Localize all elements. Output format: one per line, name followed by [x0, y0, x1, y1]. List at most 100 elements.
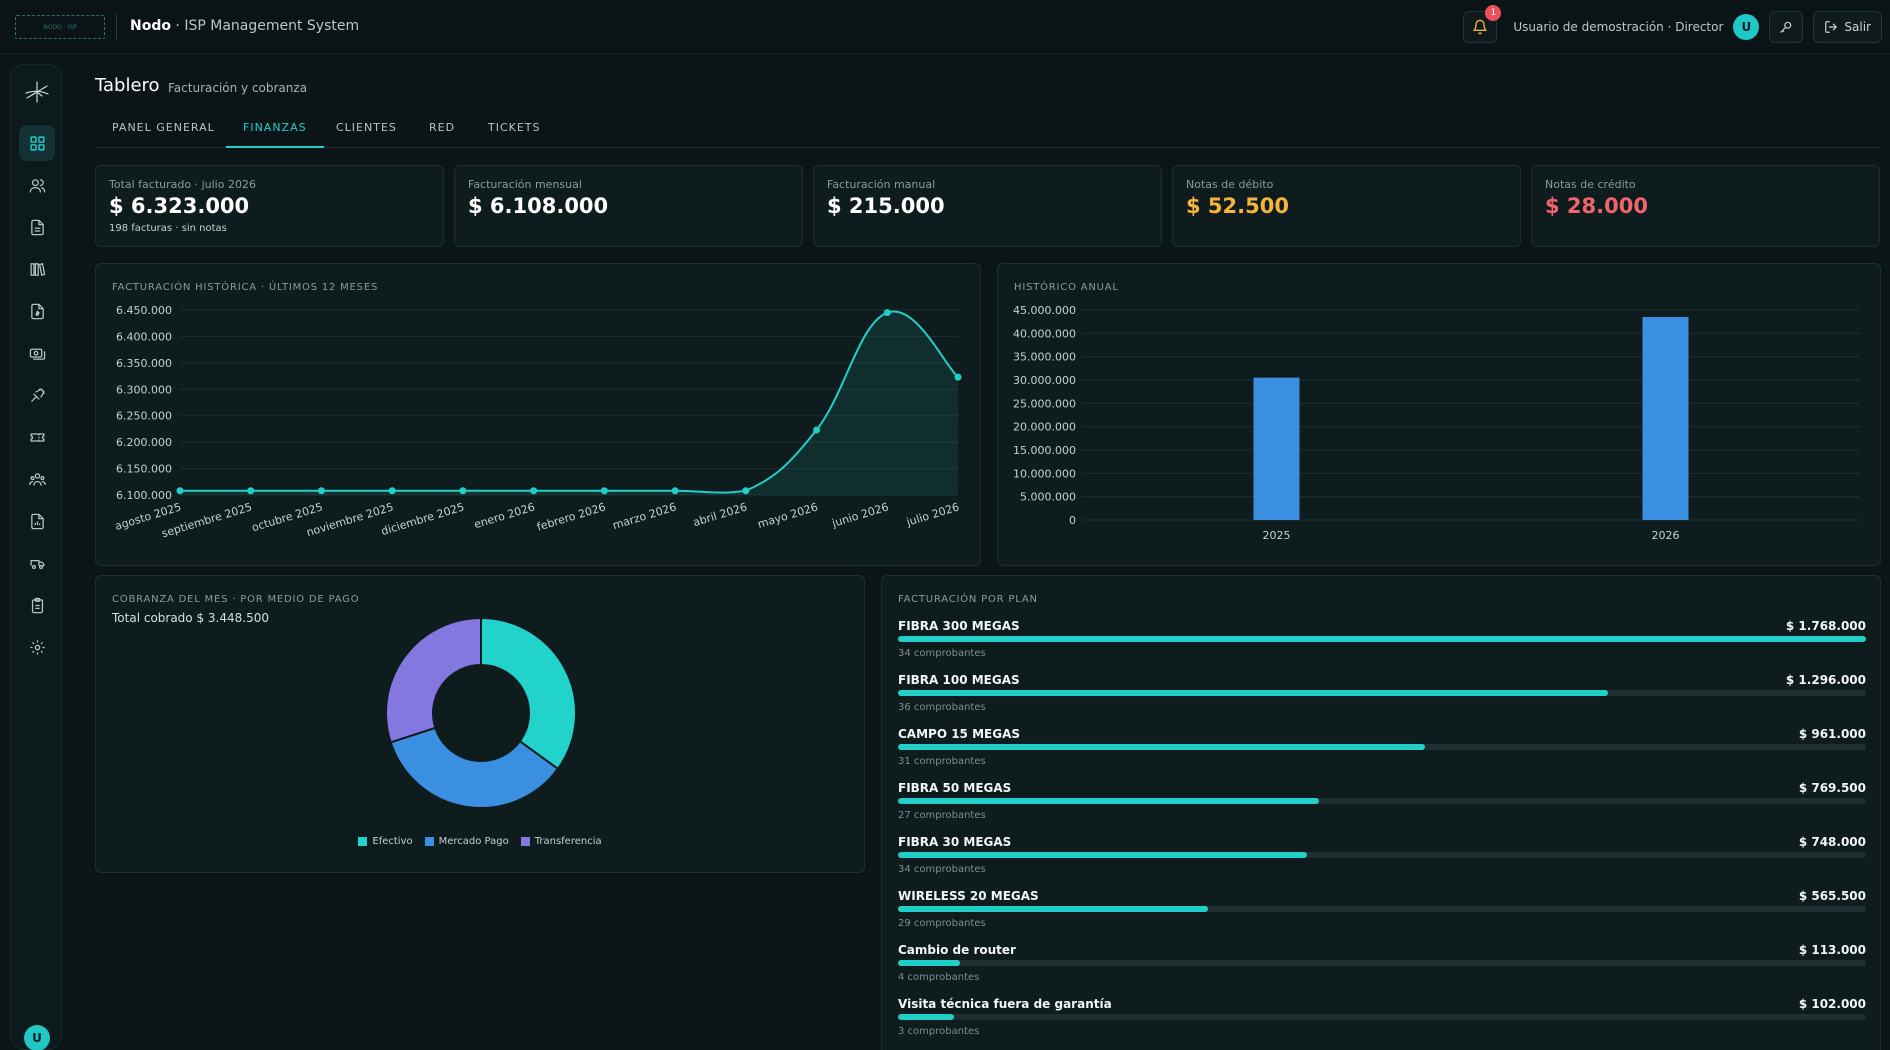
plan-name: FIBRA 50 MEGAS: [898, 781, 1012, 795]
sidebar-item-invoices[interactable]: [19, 293, 55, 329]
sidebar-item-documents[interactable]: [19, 209, 55, 245]
sidebar-item-reports[interactable]: [19, 503, 55, 539]
x-tick-label: abril 2026: [691, 500, 748, 529]
x-tick-label: febrero 2026: [535, 500, 607, 533]
donut-slice: [385, 616, 482, 744]
plan-name: FIBRA 300 MEGAS: [898, 619, 1020, 633]
truck-icon: [29, 559, 45, 569]
plan-count: 4 comprobantes: [898, 972, 980, 983]
plan-name: Cambio de router: [898, 943, 1016, 957]
y-tick-label: 25.000.000: [1013, 397, 1076, 410]
logout-icon: [1825, 21, 1838, 33]
data-point: [459, 487, 467, 495]
y-tick-label: 6.350.000: [116, 357, 172, 370]
ticket-icon: [29, 432, 45, 442]
invoice-icon: [30, 303, 44, 319]
plan-name: CAMPO 15 MEGAS: [898, 727, 1021, 741]
data-point: [530, 487, 538, 495]
line-area-fill: [180, 311, 958, 495]
panel-title: COBRANZA DEL MES · POR MEDIO DE PAGO: [112, 594, 360, 605]
tab-red[interactable]: RED: [429, 121, 456, 134]
notifications-button[interactable]: 1: [1463, 5, 1502, 43]
sidebar-item-tickets[interactable]: [19, 419, 55, 455]
plan-row: CAMPO 15 MEGAS $ 961.000 31 comprobantes: [898, 727, 1866, 781]
plan-bar-track: [898, 798, 1866, 804]
plan-bar-track: [898, 960, 1866, 966]
bar: [1253, 377, 1300, 520]
plan-bar-fill: [898, 690, 1608, 696]
data-point: [600, 487, 608, 495]
library-icon: [29, 262, 45, 276]
y-tick-label: 40.000.000: [1013, 327, 1076, 340]
legend-item: Transferencia: [520, 836, 602, 847]
plan-bar-track: [898, 636, 1866, 642]
y-tick-label: 10.000.000: [1013, 467, 1076, 480]
users-icon: [29, 178, 45, 193]
donut-legend: Efectivo Mercado Pago Transferencia: [96, 836, 864, 847]
sidebar-item-clients[interactable]: [19, 167, 55, 203]
avatar[interactable]: U: [1733, 14, 1760, 40]
sidebar-item-payments[interactable]: [19, 335, 55, 371]
history-line-chart: 6.100.000 6.150.000 6.200.000 6.250.000 6.30…: [113, 304, 962, 540]
x-tick-label: julio 2026: [904, 500, 961, 529]
change-password-button[interactable]: [1769, 11, 1804, 43]
plan-amount: $ 769.500: [1798, 781, 1866, 795]
donut-slice: [480, 616, 577, 771]
plan-amount: $ 102.000: [1798, 997, 1866, 1011]
x-tick-label: junio 2026: [830, 500, 890, 530]
stat-card-credit-notes: Notas de crédito $ 28.000: [1531, 165, 1880, 247]
plan-bar-fill: [898, 744, 1425, 750]
tab-panel-general[interactable]: PANEL GENERAL: [112, 121, 215, 134]
collection-panel: COBRANZA DEL MES · POR MEDIO DE PAGO Tot…: [95, 575, 865, 873]
legend-swatch: [520, 837, 530, 846]
stat-label: Facturación manual: [827, 178, 936, 191]
stat-label: Total facturado · julio 2026: [109, 178, 256, 191]
plan-name: Visita técnica fuera de garantía: [898, 997, 1112, 1011]
data-point: [671, 487, 679, 495]
company-logo[interactable]: NODO · ISP: [15, 15, 105, 39]
sidebar-item-tasks[interactable]: [19, 587, 55, 623]
plan-bar-fill: [898, 906, 1208, 912]
sidebar-avatar[interactable]: U: [24, 1025, 50, 1050]
data-point: [317, 487, 325, 495]
stat-card-total: Total facturado · julio 2026 $ 6.323.000…: [95, 165, 444, 247]
plan-row: FIBRA 50 MEGAS $ 769.500 27 comprobantes: [898, 781, 1866, 835]
plan-bar-fill: [898, 1014, 955, 1020]
plan-name: WIRELESS 20 MEGAS: [898, 889, 1039, 903]
sidebar-item-settings[interactable]: [19, 629, 55, 665]
plan-row: FIBRA 100 MEGAS $ 1.296.000 36 comprobante…: [898, 673, 1866, 727]
payment-method-donut: [385, 616, 577, 809]
y-tick-label: 5.000.000: [1020, 491, 1076, 504]
top-actions: 1 Usuario de demostración · Director U S…: [1463, 5, 1882, 44]
tab-finanzas[interactable]: FINANZAS: [226, 112, 324, 148]
y-tick-label: 6.200.000: [116, 436, 172, 449]
logout-button[interactable]: Salir: [1813, 11, 1882, 43]
y-tick-label: 45.000.000: [1013, 304, 1076, 317]
tab-clientes[interactable]: CLIENTES: [336, 121, 397, 134]
sidebar-item-library[interactable]: [19, 251, 55, 287]
collection-total: Total cobrado $ 3.448.500: [112, 611, 269, 625]
sidebar-item-vehicles[interactable]: [19, 545, 55, 581]
logout-label: Salir: [1844, 20, 1871, 34]
stat-value: $ 6.323.000: [109, 194, 250, 218]
plans-panel: FACTURACIÓN POR PLAN FIBRA 300 MEGAS $ 1.…: [881, 575, 1881, 1050]
plan-bar-fill: [898, 636, 1866, 642]
data-point: [176, 487, 184, 495]
satellite-icon: [30, 387, 45, 402]
data-point: [883, 309, 891, 317]
sidebar-item-network[interactable]: [19, 377, 55, 413]
sidebar-item-team[interactable]: [19, 461, 55, 497]
topbar-divider: [116, 14, 117, 40]
x-tick-label: mayo 2026: [756, 500, 819, 531]
legend-label: Mercado Pago: [438, 836, 509, 847]
data-point: [742, 487, 750, 495]
legend-item: Mercado Pago: [424, 836, 509, 847]
satellite-logo-icon[interactable]: [24, 79, 50, 105]
plan-bar-track: [898, 690, 1866, 696]
stat-card-monthly: Facturación mensual $ 6.108.000: [454, 165, 803, 247]
stat-value: $ 215.000: [827, 194, 945, 218]
sidebar-item-dashboard[interactable]: [19, 125, 55, 161]
tab-tickets[interactable]: TICKETS: [488, 121, 541, 134]
sidebar: U: [10, 64, 62, 1050]
plan-count: 29 comprobantes: [898, 918, 986, 929]
